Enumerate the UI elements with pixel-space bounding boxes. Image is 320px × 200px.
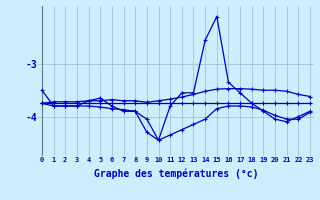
X-axis label: Graphe des températures (°c): Graphe des températures (°c) — [94, 169, 258, 179]
